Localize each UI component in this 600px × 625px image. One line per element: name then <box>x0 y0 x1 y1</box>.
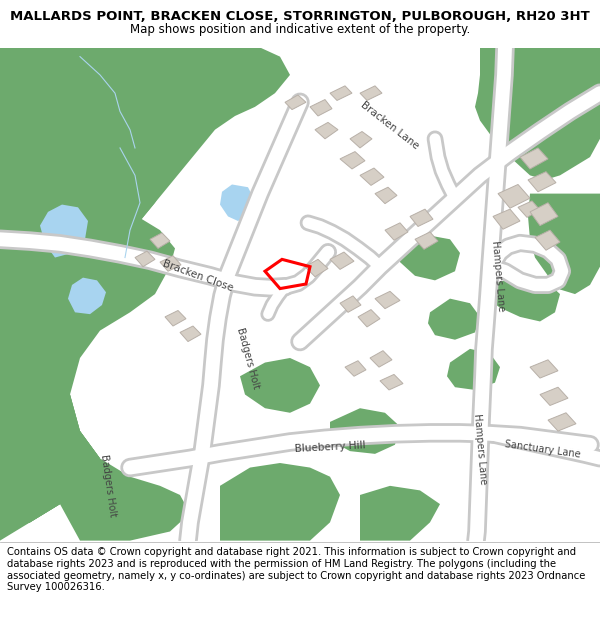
Polygon shape <box>0 422 100 541</box>
Polygon shape <box>350 131 372 148</box>
Polygon shape <box>0 48 250 531</box>
Polygon shape <box>535 230 560 250</box>
Polygon shape <box>370 351 392 367</box>
Polygon shape <box>330 252 354 269</box>
Text: Contains OS data © Crown copyright and database right 2021. This information is : Contains OS data © Crown copyright and d… <box>7 548 586 592</box>
Polygon shape <box>385 223 408 240</box>
Polygon shape <box>415 232 438 249</box>
Polygon shape <box>358 309 380 327</box>
Text: Badgers Holt: Badgers Holt <box>98 454 118 518</box>
Polygon shape <box>475 48 600 180</box>
Polygon shape <box>40 204 88 258</box>
Polygon shape <box>240 358 320 412</box>
Text: Sanctuary Lane: Sanctuary Lane <box>505 439 581 459</box>
Polygon shape <box>285 95 306 109</box>
Polygon shape <box>428 299 480 340</box>
Polygon shape <box>375 188 397 204</box>
Polygon shape <box>540 388 568 406</box>
Polygon shape <box>0 48 220 212</box>
Polygon shape <box>68 278 106 314</box>
Polygon shape <box>165 311 186 326</box>
Text: Badgers Holt: Badgers Holt <box>235 326 261 390</box>
Polygon shape <box>315 122 338 139</box>
Polygon shape <box>360 86 382 101</box>
Polygon shape <box>150 233 170 248</box>
Polygon shape <box>530 202 558 226</box>
Text: Bracken Close: Bracken Close <box>161 258 235 293</box>
Text: Hampers Lane: Hampers Lane <box>472 414 488 485</box>
Polygon shape <box>310 99 332 116</box>
Text: Blueberry Hill: Blueberry Hill <box>295 441 365 454</box>
Polygon shape <box>520 148 548 169</box>
Text: MALLARDS POINT, BRACKEN CLOSE, STORRINGTON, PULBOROUGH, RH20 3HT: MALLARDS POINT, BRACKEN CLOSE, STORRINGT… <box>10 11 590 24</box>
Polygon shape <box>220 463 340 541</box>
Polygon shape <box>380 374 403 390</box>
Polygon shape <box>345 361 366 376</box>
Text: Hampers Lane: Hampers Lane <box>490 240 506 312</box>
Polygon shape <box>410 209 433 226</box>
Polygon shape <box>548 412 576 431</box>
Polygon shape <box>493 209 520 229</box>
Polygon shape <box>360 486 440 541</box>
Polygon shape <box>135 251 155 267</box>
Polygon shape <box>305 259 328 277</box>
Polygon shape <box>528 194 600 294</box>
Polygon shape <box>400 235 460 281</box>
Polygon shape <box>498 184 530 208</box>
Polygon shape <box>375 291 400 309</box>
Polygon shape <box>518 201 540 217</box>
Polygon shape <box>330 408 400 454</box>
Polygon shape <box>528 172 556 192</box>
Text: Map shows position and indicative extent of the property.: Map shows position and indicative extent… <box>130 22 470 36</box>
Polygon shape <box>0 48 175 531</box>
Polygon shape <box>180 326 201 341</box>
Polygon shape <box>530 360 558 378</box>
Polygon shape <box>340 152 365 169</box>
Polygon shape <box>488 276 560 321</box>
Polygon shape <box>447 349 500 390</box>
Polygon shape <box>0 48 290 541</box>
Polygon shape <box>360 168 384 186</box>
Polygon shape <box>220 184 255 221</box>
Text: Bracken Lane: Bracken Lane <box>359 99 421 151</box>
Polygon shape <box>340 296 361 312</box>
Polygon shape <box>330 86 352 101</box>
Polygon shape <box>160 256 181 271</box>
